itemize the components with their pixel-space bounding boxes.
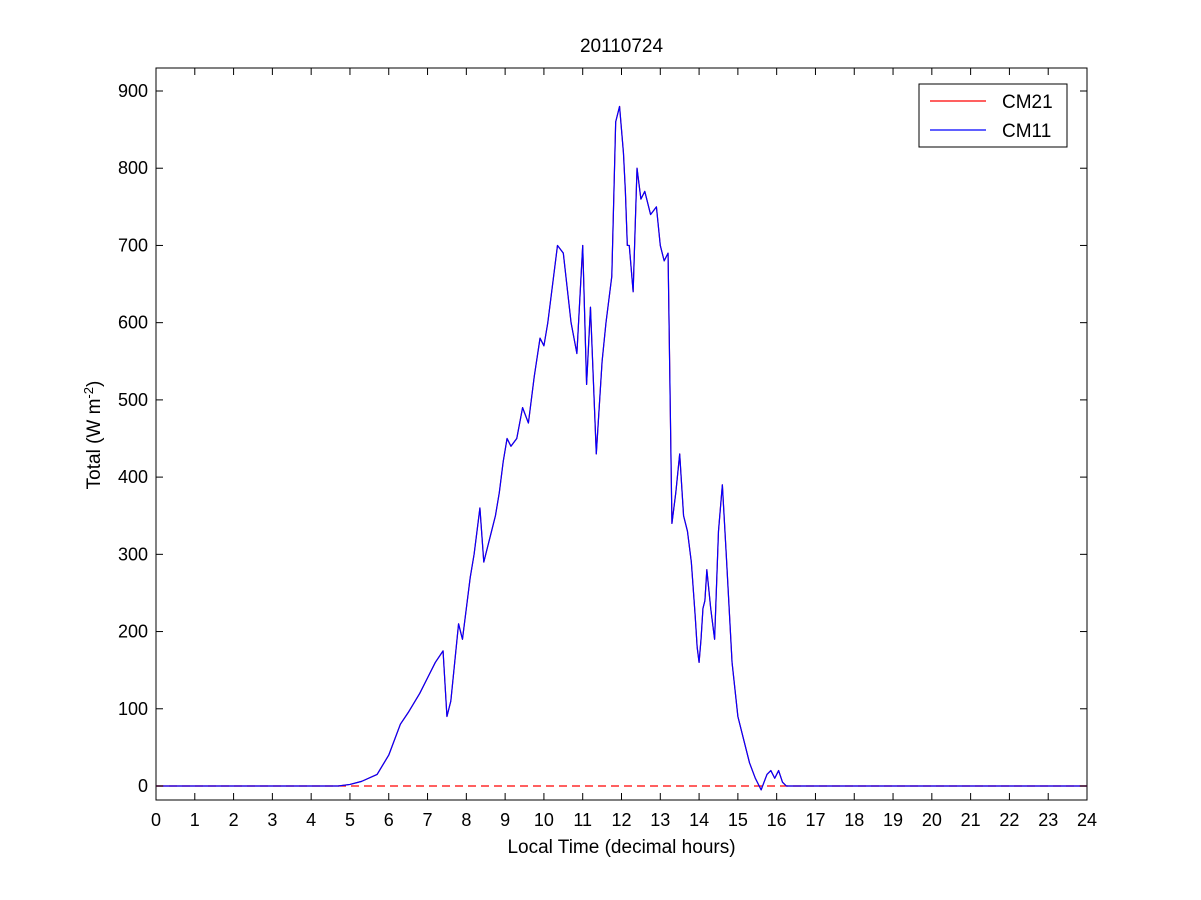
x-tick-label: 16	[767, 810, 787, 830]
x-tick-label: 7	[423, 810, 433, 830]
x-axis-label: Local Time (decimal hours)	[507, 837, 735, 858]
x-tick-label: 1	[190, 810, 200, 830]
legend-label-cm21: CM21	[1002, 92, 1053, 113]
x-tick-label: 11	[573, 810, 592, 830]
y-tick-label: 400	[118, 467, 148, 487]
chart-title: 20110724	[580, 36, 664, 57]
y-tick-label: 100	[118, 699, 148, 719]
x-tick-label: 8	[461, 810, 471, 830]
x-tick-label: 10	[534, 810, 554, 830]
x-tick-label: 22	[999, 810, 1019, 830]
x-tick-label: 4	[306, 810, 316, 830]
x-tick-label: 15	[728, 810, 748, 830]
y-tick-label: 700	[118, 235, 148, 255]
x-tick-label: 12	[611, 810, 631, 830]
x-tick-label: 20	[922, 810, 942, 830]
x-tick-label: 18	[844, 810, 864, 830]
series-line-cm11	[156, 105, 1087, 791]
x-tick-label: 2	[229, 810, 239, 830]
axes-box	[155, 67, 1088, 801]
x-tick-label: 3	[267, 810, 277, 830]
y-tick-label: 300	[118, 544, 148, 564]
x-tick-label: 6	[384, 810, 394, 830]
x-tick-label: 24	[1077, 810, 1097, 830]
y-tick-label: 0	[138, 776, 148, 796]
x-tick-label: 13	[650, 810, 670, 830]
x-tick-label: 0	[151, 810, 161, 830]
x-tick-label: 19	[883, 810, 903, 830]
y-tick-label: 900	[118, 81, 148, 101]
x-tick-label: 23	[1038, 810, 1058, 830]
x-tick-label: 17	[805, 810, 825, 830]
x-tick-label: 9	[500, 810, 510, 830]
x-tick-label: 5	[345, 810, 355, 830]
x-tick-label: 14	[689, 810, 709, 830]
y-tick-label: 800	[118, 158, 148, 178]
y-axis-label: Total (W m-2)	[81, 381, 105, 490]
y-tick-label: 600	[118, 313, 148, 333]
y-tick-label: 500	[118, 390, 148, 410]
y-tick-label: 200	[118, 622, 148, 642]
x-tick-label: 21	[961, 810, 981, 830]
legend-label-cm11: CM11	[1002, 121, 1051, 142]
legend-box	[918, 83, 1068, 148]
